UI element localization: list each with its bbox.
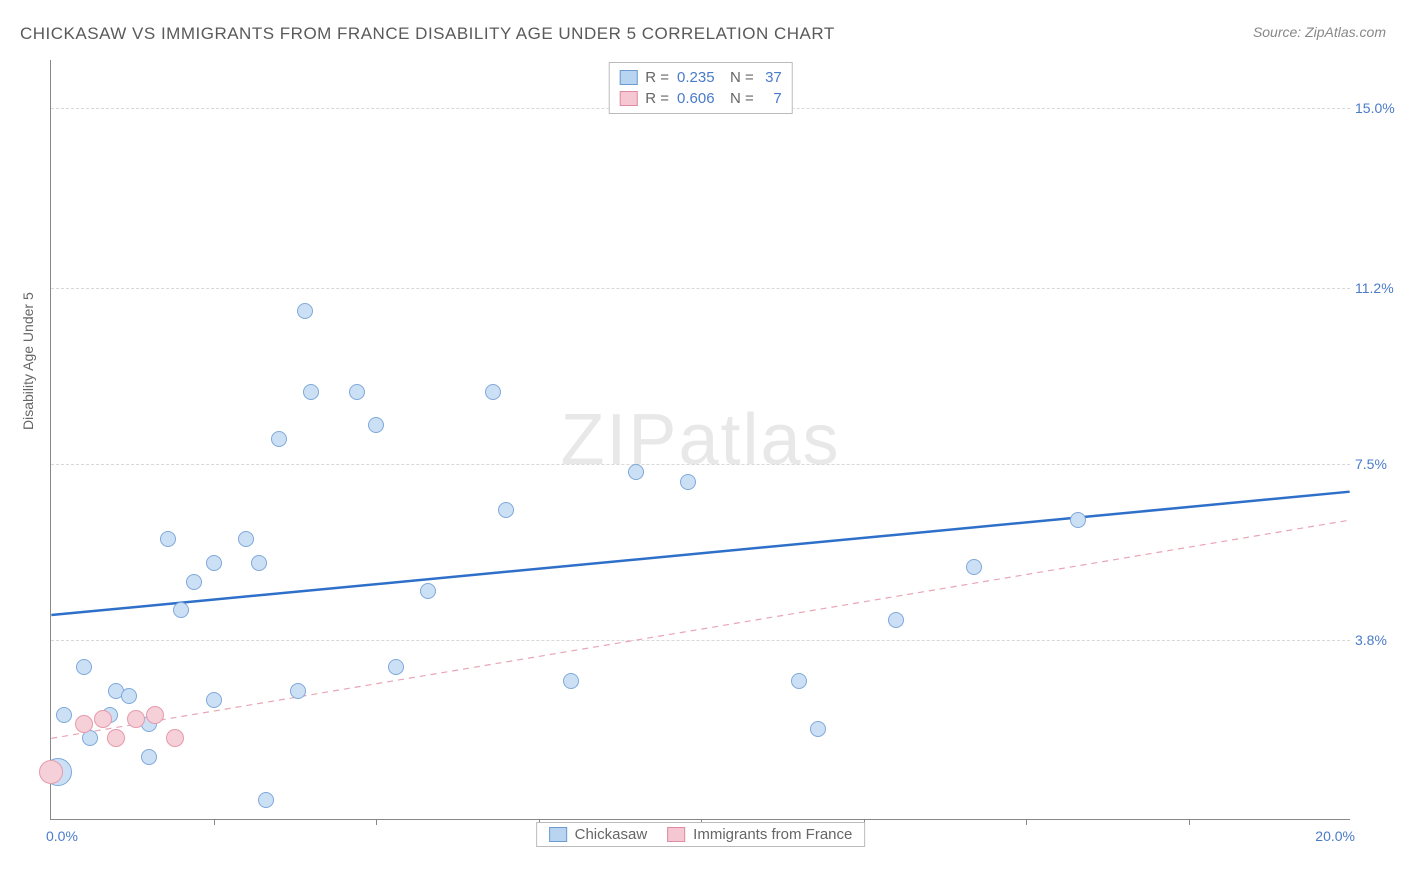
data-point — [258, 792, 274, 808]
data-point — [290, 683, 306, 699]
data-point — [238, 531, 254, 547]
y-tick-label: 3.8% — [1355, 632, 1405, 648]
legend-label: Chickasaw — [575, 826, 648, 843]
watermark-atlas: atlas — [678, 400, 840, 480]
x-max-label: 20.0% — [1315, 828, 1355, 844]
y-tick-label: 11.2% — [1355, 280, 1405, 296]
chart-title: CHICKASAW VS IMMIGRANTS FROM FRANCE DISA… — [20, 24, 835, 44]
legend-item: Chickasaw — [549, 826, 648, 843]
data-point — [810, 721, 826, 737]
series-swatch — [619, 91, 637, 106]
data-point — [206, 692, 222, 708]
data-point — [146, 706, 164, 724]
x-tick — [214, 819, 215, 825]
data-point — [498, 502, 514, 518]
data-point — [563, 673, 579, 689]
correlation-row: R = 0.606 N = 7 — [619, 88, 782, 109]
data-point — [173, 602, 189, 618]
chart-plot-area: ZIPatlas 3.8%7.5%11.2%15.0% 0.0% 20.0% R… — [50, 60, 1350, 820]
y-tick-label: 7.5% — [1355, 456, 1405, 472]
data-point — [141, 749, 157, 765]
data-point — [628, 464, 644, 480]
data-point — [271, 431, 287, 447]
data-point — [966, 559, 982, 575]
x-min-label: 0.0% — [46, 828, 78, 844]
data-point — [206, 555, 222, 571]
trendlines-layer — [51, 60, 1350, 819]
x-tick — [1189, 819, 1190, 825]
data-point — [420, 583, 436, 599]
n-label: N = — [730, 69, 754, 86]
data-point — [1070, 512, 1086, 528]
series-swatch — [619, 70, 637, 85]
data-point — [160, 531, 176, 547]
source-attribution: Source: ZipAtlas.com — [1253, 24, 1386, 40]
data-point — [388, 659, 404, 675]
x-tick — [1026, 819, 1027, 825]
data-point — [485, 384, 501, 400]
data-point — [127, 710, 145, 728]
data-point — [791, 673, 807, 689]
trend-line — [51, 492, 1349, 615]
data-point — [75, 715, 93, 733]
gridline — [51, 640, 1350, 641]
watermark-zip: ZIP — [560, 400, 678, 480]
n-value: 7 — [762, 90, 782, 107]
series-swatch — [667, 827, 685, 842]
data-point — [186, 574, 202, 590]
gridline — [51, 464, 1350, 465]
data-point — [39, 760, 63, 784]
legend-label: Immigrants from France — [693, 826, 852, 843]
x-tick — [376, 819, 377, 825]
legend-item: Immigrants from France — [667, 826, 852, 843]
data-point — [349, 384, 365, 400]
watermark: ZIPatlas — [560, 399, 840, 481]
correlation-legend: R = 0.235 N = 37 R = 0.606 N = 7 — [608, 62, 793, 114]
y-axis-label: Disability Age Under 5 — [20, 292, 36, 430]
data-point — [680, 474, 696, 490]
data-point — [107, 729, 125, 747]
r-value: 0.235 — [677, 69, 722, 86]
data-point — [368, 417, 384, 433]
r-label: R = — [645, 69, 669, 86]
data-point — [76, 659, 92, 675]
trend-line — [51, 520, 1349, 738]
data-point — [94, 710, 112, 728]
data-point — [121, 688, 137, 704]
data-point — [297, 303, 313, 319]
data-point — [56, 707, 72, 723]
y-tick-label: 15.0% — [1355, 100, 1405, 116]
data-point — [166, 729, 184, 747]
n-value: 37 — [762, 69, 782, 86]
series-swatch — [549, 827, 567, 842]
correlation-row: R = 0.235 N = 37 — [619, 67, 782, 88]
data-point — [303, 384, 319, 400]
gridline — [51, 288, 1350, 289]
series-legend: Chickasaw Immigrants from France — [536, 822, 866, 847]
r-label: R = — [645, 90, 669, 107]
data-point — [888, 612, 904, 628]
n-label: N = — [730, 90, 754, 107]
r-value: 0.606 — [677, 90, 722, 107]
data-point — [251, 555, 267, 571]
